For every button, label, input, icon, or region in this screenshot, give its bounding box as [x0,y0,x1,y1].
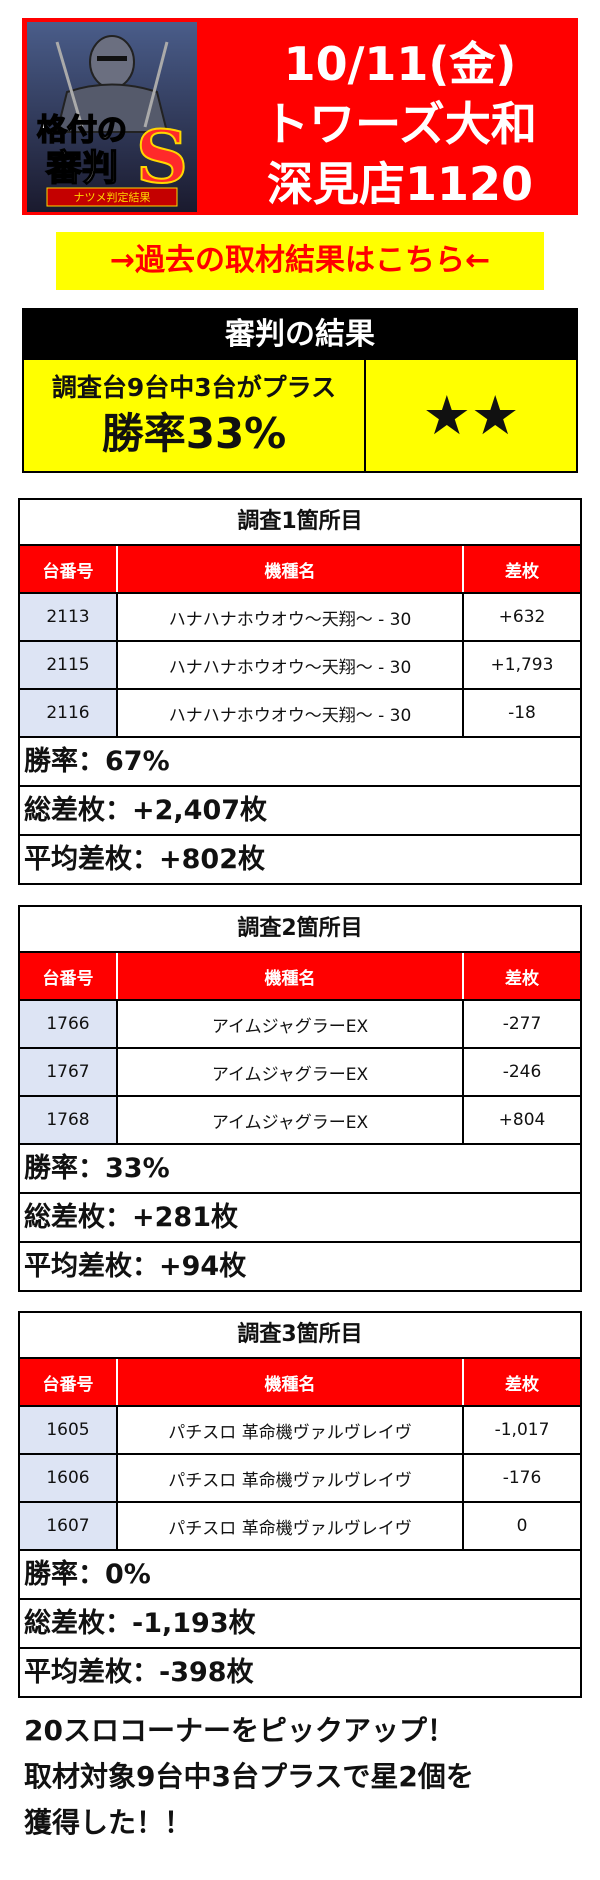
footer-line-2: 取材対象9台中3台プラスで星2個を [24,1760,474,1793]
coin-diff: +632 [498,607,546,627]
header-diff: 差枚 [505,968,539,989]
section-title: 調査2箇所目 [20,907,580,953]
machine-no: 1768 [20,1097,118,1143]
table-row: 1766 アイムジャグラーEX -277 [20,1001,580,1049]
survey-section-3: 調査3箇所目 台番号 機種名 差枚 1605 パチスロ 革命機ヴァルヴレイヴ -… [18,1311,582,1698]
header-diff: 差枚 [505,1374,539,1395]
judgment-title: 審判の結果 [24,310,576,360]
machine-no: 2116 [20,690,118,736]
section-average-diff: 平均差枚：+802枚 [24,844,265,875]
coin-diff: -246 [502,1062,542,1082]
logo-caption: ナツメ判定結果 [74,190,151,204]
machine-name: パチスロ 革命機ヴァルヴレイヴ [118,1503,464,1549]
footer-line-1: 20スロコーナーをピックアップ！ [24,1714,455,1747]
machine-no: 2113 [20,594,118,640]
machine-name: アイムジャグラーEX [118,1097,464,1143]
store-name: トワーズ大和 [263,97,537,151]
store-branch: 深見店1120 [266,157,534,211]
machine-no: 2115 [20,642,118,688]
machine-no: 1605 [20,1407,118,1453]
coin-diff: -1,017 [494,1420,550,1440]
machine-name: ハナハナホウオウ～天翔～ - 30 [118,594,464,640]
coin-diff: 0 [516,1516,528,1536]
table-header-row: 台番号 機種名 差枚 [20,1359,580,1407]
coin-diff: +804 [498,1110,546,1130]
section-total-diff: 総差枚：+281枚 [20,1194,580,1243]
header-machine-no: 台番号 [20,953,118,999]
kakuzuke-shinpan-logo: 格付の 審判 S ナツメ判定結果 [27,22,197,212]
judgment-box: 審判の結果 調査台9台中3台がプラス 勝率33% ★★ [22,308,578,473]
table-header-row: 台番号 機種名 差枚 [20,953,580,1001]
coin-diff: -18 [508,703,536,723]
coin-diff: -176 [502,1468,542,1488]
section-win-rate: 勝率：33% [20,1145,580,1194]
machine-name: ハナハナホウオウ～天翔～ - 30 [118,642,464,688]
table-row: 1767 アイムジャグラーEX -246 [20,1049,580,1097]
table-row: 2115 ハナハナホウオウ～天翔～ - 30 +1,793 [20,642,580,690]
judgment-summary: 調査台9台中3台がプラス [51,373,337,402]
machine-name: ハナハナホウオウ～天翔～ - 30 [118,690,464,736]
section-title: 調査3箇所目 [20,1313,580,1359]
footer-comment: 20スロコーナーをピックアップ！ 取材対象9台中3台プラスで星2個を 獲得した！… [24,1708,584,1846]
header-machine-no: 台番号 [20,1359,118,1405]
table-header-row: 台番号 機種名 差枚 [20,546,580,594]
machine-name: パチスロ 革命機ヴァルヴレイヴ [118,1455,464,1501]
judgment-summary-cell: 調査台9台中3台がプラス 勝率33% [24,360,366,471]
machine-no: 1766 [20,1001,118,1047]
header-machine-name: 機種名 [118,546,464,592]
machine-no: 1767 [20,1049,118,1095]
section-win-rate: 勝率：0% [20,1551,580,1600]
table-row: 2116 ハナハナホウオウ～天翔～ - 30 -18 [20,690,580,738]
section-total-diff: 総差枚：+2,407枚 [20,787,580,836]
table-row: 1607 パチスロ 革命機ヴァルヴレイヴ 0 [20,1503,580,1551]
section-win-rate: 勝率：67% [20,738,580,787]
coin-diff: +1,793 [490,655,554,675]
machine-name: アイムジャグラーEX [118,1049,464,1095]
header-machine-name: 機種名 [118,1359,464,1405]
section-average-diff: 平均差枚：-398枚 [24,1657,254,1688]
header-machine-no: 台番号 [20,546,118,592]
machine-no: 1607 [20,1503,118,1549]
logo-text-kakuzuke: 格付の [37,113,127,148]
machine-no: 1606 [20,1455,118,1501]
footer-line-3: 獲得した！！ [24,1806,193,1839]
survey-section-2: 調査2箇所目 台番号 機種名 差枚 1766 アイムジャグラーEX -277 1… [18,905,582,1292]
section-title: 調査1箇所目 [20,500,580,546]
section-total-diff: 総差枚：-1,193枚 [20,1600,580,1649]
past-results-link[interactable]: →過去の取材結果はこちら← [56,232,544,290]
table-row: 1605 パチスロ 革命機ヴァルヴレイヴ -1,017 [20,1407,580,1455]
machine-name: パチスロ 革命機ヴァルヴレイヴ [118,1407,464,1453]
header-machine-name: 機種名 [118,953,464,999]
survey-section-1: 調査1箇所目 台番号 機種名 差枚 2113 ハナハナホウオウ～天翔～ - 30… [18,498,582,885]
coin-diff: -277 [502,1014,542,1034]
logo-letter-s: S [136,114,188,199]
section-average-diff: 平均差枚：+94枚 [24,1251,247,1282]
event-date: 10/11(金) [283,37,517,91]
table-row: 1606 パチスロ 革命機ヴァルヴレイヴ -176 [20,1455,580,1503]
star-rating: ★★ [366,360,576,471]
machine-name: アイムジャグラーEX [118,1001,464,1047]
logo-text-shinpan: 審判 [45,148,118,189]
judgment-win-rate: 勝率33% [101,409,287,458]
header-diff: 差枚 [505,561,539,582]
table-row: 1768 アイムジャグラーEX +804 [20,1097,580,1145]
table-row: 2113 ハナハナホウオウ～天翔～ - 30 +632 [20,594,580,642]
